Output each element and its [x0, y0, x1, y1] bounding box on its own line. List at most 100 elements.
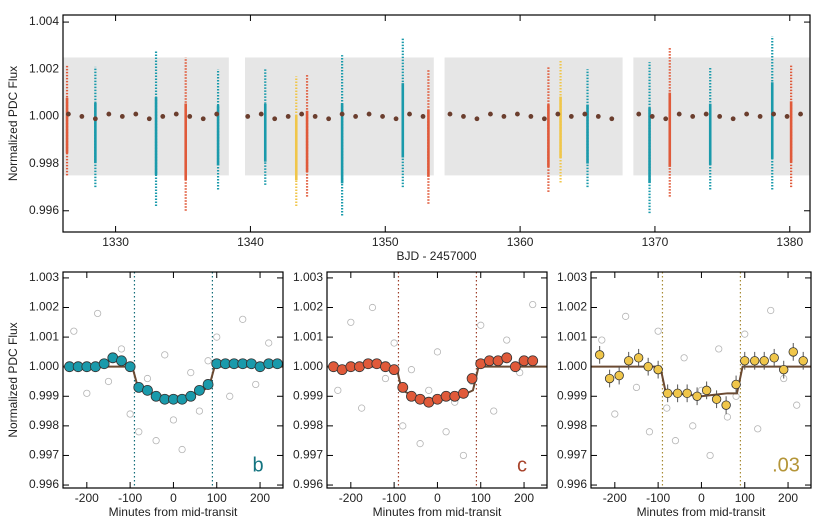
- binned-point: [133, 111, 139, 117]
- binned-point: [721, 400, 731, 410]
- y-tick-label: 1.004: [29, 14, 59, 28]
- x-tick-label: 100: [471, 491, 491, 505]
- data-coverage: [245, 57, 434, 176]
- y-tick-label: 1.001: [557, 329, 587, 343]
- raw-point: [204, 357, 212, 365]
- raw-point: [663, 404, 671, 412]
- y-tick-label: 1.002: [557, 300, 587, 314]
- binned-point: [79, 114, 85, 119]
- binned-point: [717, 114, 723, 119]
- raw-point: [425, 386, 433, 394]
- binned-point: [146, 116, 152, 122]
- x-axis-label: Minutes from mid-transit: [109, 505, 238, 519]
- y-tick-label: 0.998: [29, 418, 59, 432]
- raw-point: [622, 312, 630, 320]
- raw-point: [433, 348, 442, 356]
- raw-point: [598, 336, 606, 344]
- y-tick-label: 0.997: [29, 448, 59, 462]
- raw-point: [529, 300, 537, 309]
- y-axis-label: Normalized PDC Flux: [6, 66, 20, 181]
- raw-point: [135, 428, 143, 436]
- raw-point: [689, 422, 697, 430]
- x-tick-label: -200: [339, 491, 363, 505]
- binned-point: [312, 114, 318, 119]
- binned-point: [711, 394, 722, 404]
- y-tick-label: 0.999: [293, 388, 323, 402]
- binned-point: [515, 111, 520, 117]
- binned-point: [730, 116, 736, 122]
- data-coverage: [444, 57, 623, 176]
- raw-point: [490, 407, 498, 415]
- binned-point: [458, 387, 469, 399]
- binned-point: [798, 111, 803, 117]
- binned-point: [676, 111, 682, 117]
- binned-point: [663, 116, 669, 122]
- raw-point: [161, 351, 169, 359]
- binned-point: [92, 116, 98, 122]
- raw-point: [195, 407, 204, 415]
- binned-point: [568, 114, 574, 119]
- binned-point: [740, 356, 750, 366]
- binned-point: [771, 111, 776, 117]
- binned-point: [649, 114, 655, 119]
- y-tick-label: 0.999: [29, 388, 59, 402]
- raw-point: [793, 401, 801, 409]
- x-tick-label: 200: [250, 491, 270, 505]
- raw-point: [83, 389, 91, 397]
- planet-label: .03: [772, 454, 800, 476]
- binned-point: [397, 381, 409, 393]
- y-tick-label: 0.998: [29, 156, 59, 170]
- raw-point: [213, 333, 221, 341]
- binned-point: [214, 111, 220, 117]
- y-tick-label: 1.003: [29, 270, 59, 284]
- binned-point: [757, 114, 763, 119]
- binned-point: [798, 356, 808, 366]
- y-tick-label: 0.998: [557, 418, 587, 432]
- raw-point: [715, 345, 723, 353]
- plot-frame: [590, 271, 812, 489]
- binned-point: [633, 353, 644, 363]
- raw-point: [252, 380, 260, 389]
- binned-point: [339, 111, 345, 117]
- binned-point: [541, 116, 547, 122]
- raw-point: [126, 410, 134, 418]
- y-tick-label: 1.003: [293, 270, 323, 284]
- binned-point: [185, 390, 197, 402]
- binned-point: [784, 114, 790, 119]
- binned-point: [555, 111, 561, 117]
- binned-point: [353, 114, 358, 119]
- y-tick-label: 1.002: [29, 300, 59, 314]
- raw-point: [152, 437, 160, 445]
- binned-point: [393, 116, 399, 122]
- raw-point: [477, 321, 485, 329]
- y-tick-label: 1.000: [557, 359, 587, 373]
- binned-point: [116, 355, 127, 367]
- binned-point: [173, 111, 179, 117]
- binned-point: [779, 364, 789, 375]
- y-tick-label: 1.001: [29, 329, 59, 343]
- binned-point: [527, 355, 539, 367]
- raw-point: [334, 386, 342, 394]
- planet-label: b: [252, 454, 263, 476]
- binned-point: [731, 379, 741, 390]
- binned-point: [245, 114, 251, 119]
- y-tick-label: 0.998: [293, 418, 323, 432]
- binned-point: [653, 364, 663, 375]
- x-tick-label: 1370: [642, 235, 669, 249]
- y-tick-label: 1.000: [293, 359, 323, 373]
- raw-point: [399, 422, 407, 430]
- plot-frame: [62, 14, 811, 233]
- raw-point: [654, 327, 662, 335]
- raw-point: [239, 315, 247, 323]
- binned-point: [788, 347, 798, 357]
- y-tick-label: 1.001: [293, 329, 323, 343]
- binned-point: [407, 111, 412, 117]
- binned-point: [119, 114, 125, 119]
- binned-point: [759, 356, 769, 366]
- y-tick-label: 0.996: [557, 477, 587, 491]
- y-tick-label: 0.996: [293, 477, 323, 491]
- transit-model: [591, 365, 811, 398]
- binned-point: [466, 373, 478, 384]
- raw-point: [390, 339, 398, 347]
